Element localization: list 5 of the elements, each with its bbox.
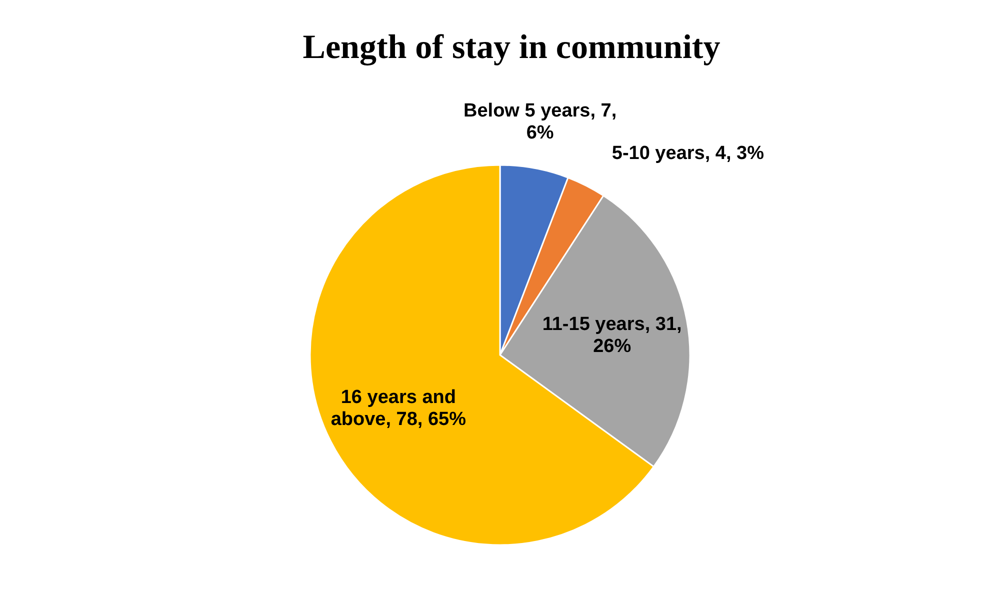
slice-label: 16 years and above, 78, 65% xyxy=(330,386,466,430)
chart-title: Length of stay in community xyxy=(302,29,720,66)
slice-label: 11-15 years, 31, 26% xyxy=(542,314,682,358)
slice-label: 5-10 years, 4, 3% xyxy=(612,142,764,164)
slice-label: Below 5 years, 7, 6% xyxy=(464,100,617,144)
